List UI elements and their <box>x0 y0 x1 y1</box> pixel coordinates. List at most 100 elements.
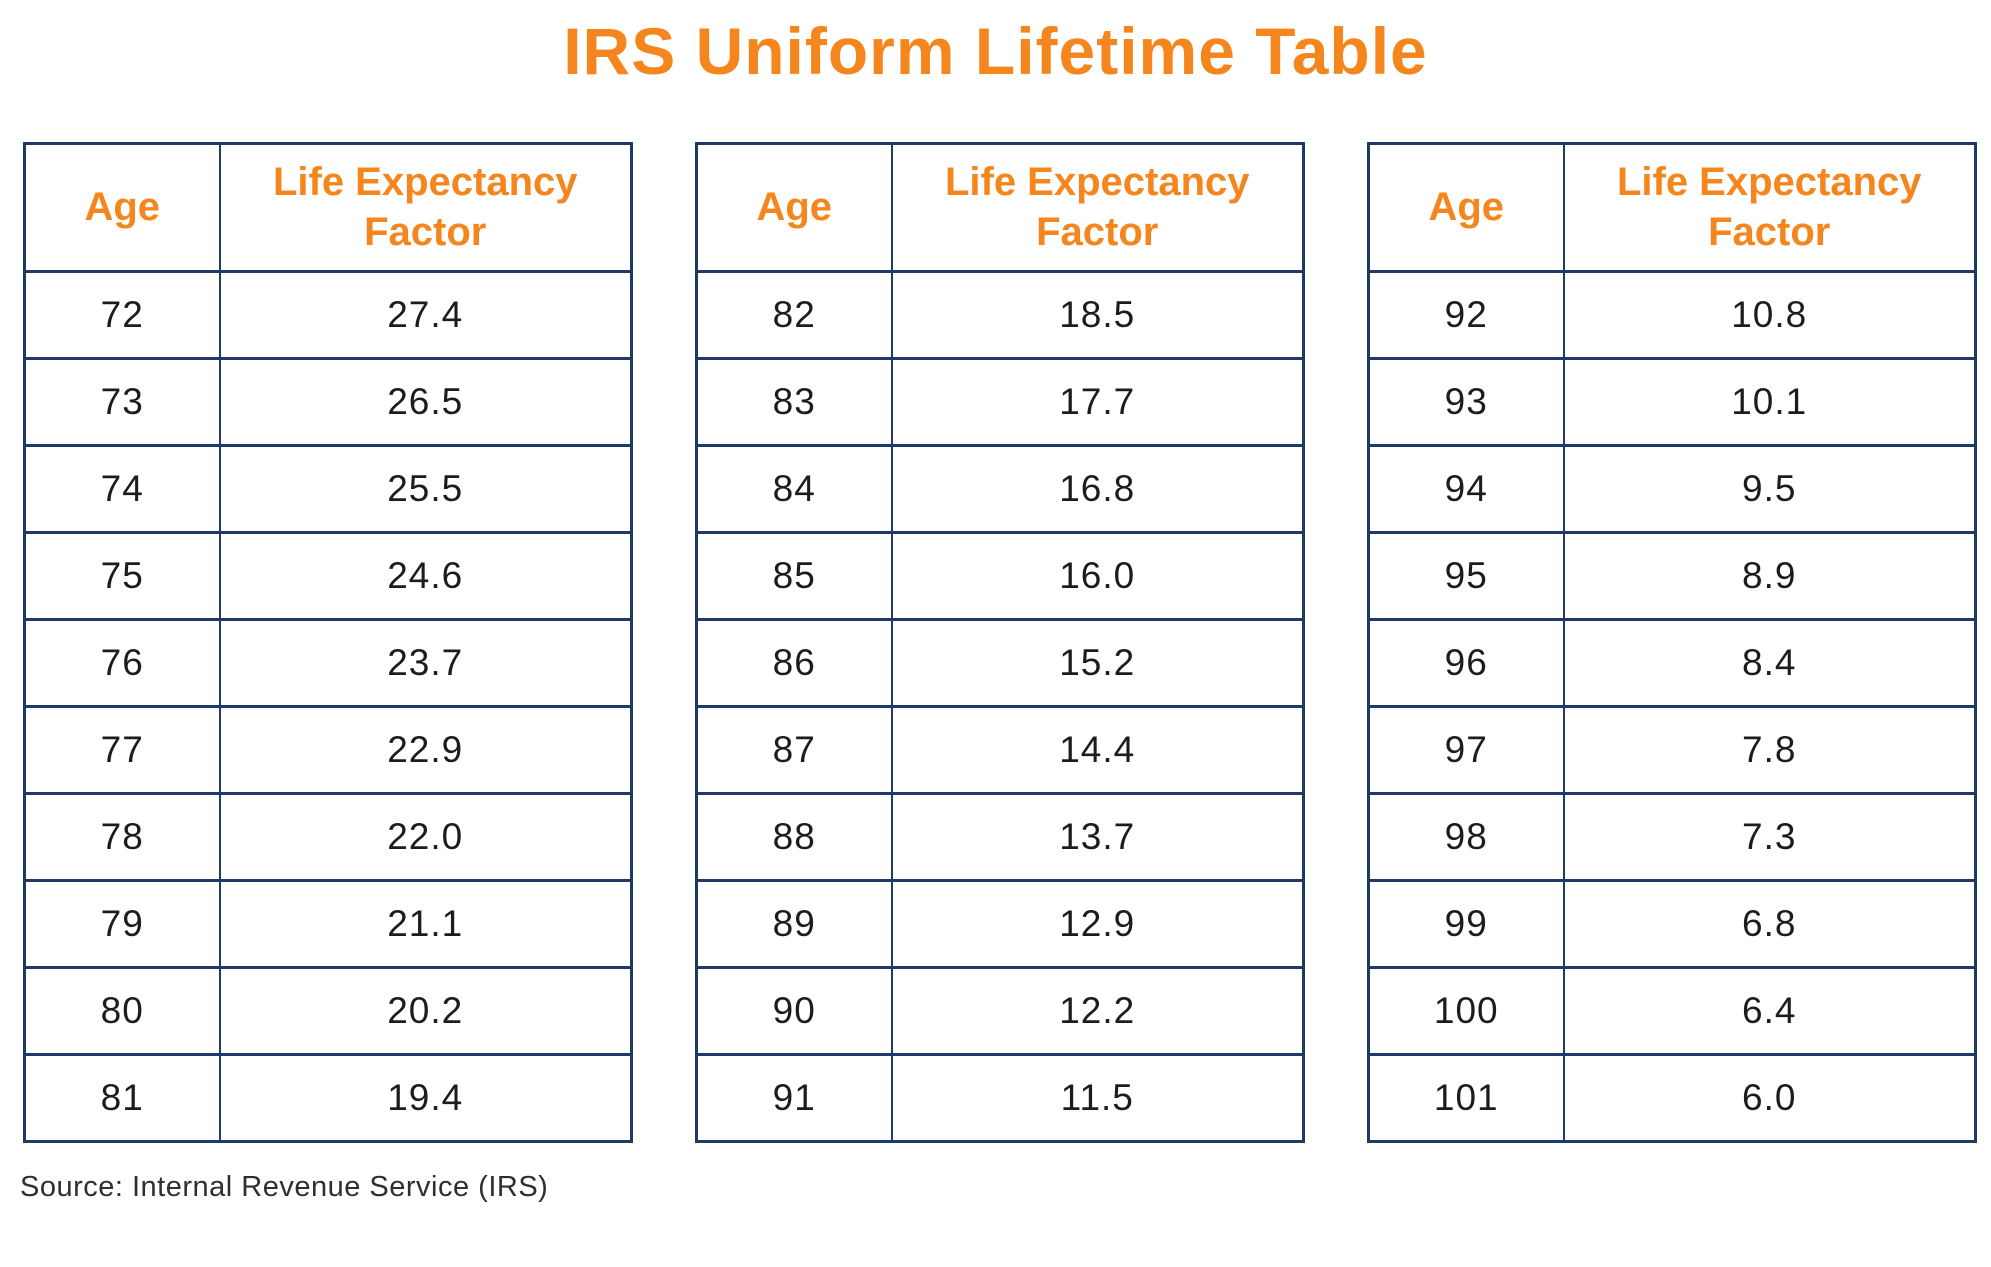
table-row: 95 8.9 <box>1367 530 1977 621</box>
factor-cell: 6.8 <box>1562 878 1977 969</box>
age-cell: 80 <box>23 965 221 1056</box>
factor-cell: 6.0 <box>1562 1052 1977 1143</box>
table-row: 93 10.1 <box>1367 356 1977 447</box>
age-cell: 101 <box>1367 1052 1565 1143</box>
age-column-header: Age <box>23 141 221 273</box>
factor-cell: 21.1 <box>218 878 633 969</box>
age-cell: 91 <box>695 1052 893 1143</box>
table-row: 86 15.2 <box>695 617 1305 708</box>
age-cell: 81 <box>23 1052 221 1143</box>
age-cell: 95 <box>1367 530 1565 621</box>
age-column-header: Age <box>1367 141 1565 273</box>
age-cell: 97 <box>1367 704 1565 795</box>
table-row: 73 26.5 <box>23 356 633 447</box>
factor-cell: 7.3 <box>1562 791 1977 882</box>
table-row: 97 7.8 <box>1367 704 1977 795</box>
age-cell: 86 <box>695 617 893 708</box>
table-row: 91 11.5 <box>695 1052 1305 1143</box>
factor-cell: 8.4 <box>1562 617 1977 708</box>
page-title: IRS Uniform Lifetime Table <box>563 14 1428 88</box>
factor-cell: 18.5 <box>890 269 1305 360</box>
factor-cell: 7.8 <box>1562 704 1977 795</box>
table-row: 81 19.4 <box>23 1052 633 1143</box>
table-row: 90 12.2 <box>695 965 1305 1056</box>
factor-cell: 15.2 <box>890 617 1305 708</box>
factor-cell: 25.5 <box>218 443 633 534</box>
factor-cell: 17.7 <box>890 356 1305 447</box>
table-row: 99 6.8 <box>1367 878 1977 969</box>
table-row: 79 21.1 <box>23 878 633 969</box>
table-row: 82 18.5 <box>695 269 1305 360</box>
header-row: Age Life Expectancy Factor <box>695 141 1305 273</box>
age-cell: 83 <box>695 356 893 447</box>
table-row: 72 27.4 <box>23 269 633 360</box>
table-row: 85 16.0 <box>695 530 1305 621</box>
factor-cell: 13.7 <box>890 791 1305 882</box>
age-cell: 79 <box>23 878 221 969</box>
age-cell: 72 <box>23 269 221 360</box>
age-cell: 77 <box>23 704 221 795</box>
factor-cell: 8.9 <box>1562 530 1977 621</box>
age-cell: 100 <box>1367 965 1565 1056</box>
age-cell: 93 <box>1367 356 1565 447</box>
age-cell: 78 <box>23 791 221 882</box>
header-row: Age Life Expectancy Factor <box>1367 141 1977 273</box>
header-row: Age Life Expectancy Factor <box>23 141 633 273</box>
table-row: 94 9.5 <box>1367 443 1977 534</box>
age-cell: 96 <box>1367 617 1565 708</box>
table-row: 89 12.9 <box>695 878 1305 969</box>
table-row: 92 10.8 <box>1367 269 1977 360</box>
factor-cell: 26.5 <box>218 356 633 447</box>
source-note: Source: Internal Revenue Service (IRS) <box>20 1170 549 1203</box>
age-cell: 99 <box>1367 878 1565 969</box>
table-row: 83 17.7 <box>695 356 1305 447</box>
factor-cell: 10.1 <box>1562 356 1977 447</box>
table-row: 88 13.7 <box>695 791 1305 882</box>
table-row: 98 7.3 <box>1367 791 1977 882</box>
age-cell: 89 <box>695 878 893 969</box>
factor-cell: 23.7 <box>218 617 633 708</box>
table-row: 84 16.8 <box>695 443 1305 534</box>
factor-cell: 24.6 <box>218 530 633 621</box>
lifetime-table-1: Age Life Expectancy Factor 72 27.4 73 26.5 74 2… <box>23 141 633 1143</box>
table-row: 75 24.6 <box>23 530 633 621</box>
age-cell: 76 <box>23 617 221 708</box>
table-row: 78 22.0 <box>23 791 633 882</box>
age-column-header: Age <box>695 141 893 273</box>
factor-cell: 20.2 <box>218 965 633 1056</box>
age-cell: 92 <box>1367 269 1565 360</box>
table-row: 96 8.4 <box>1367 617 1977 708</box>
factor-cell: 11.5 <box>890 1052 1305 1143</box>
factor-cell: 16.8 <box>890 443 1305 534</box>
factor-cell: 22.0 <box>218 791 633 882</box>
age-cell: 74 <box>23 443 221 534</box>
lifetime-table-3: Age Life Expectancy Factor 92 10.8 93 10.1 94 9… <box>1367 141 1977 1143</box>
age-cell: 82 <box>695 269 893 360</box>
lifetime-table-2: Age Life Expectancy Factor 82 18.5 83 17.7 84 1… <box>695 141 1305 1143</box>
factor-cell: 14.4 <box>890 704 1305 795</box>
factor-cell: 10.8 <box>1562 269 1977 360</box>
age-cell: 88 <box>695 791 893 882</box>
table-row: 77 22.9 <box>23 704 633 795</box>
table-row: 87 14.4 <box>695 704 1305 795</box>
factor-cell: 12.9 <box>890 878 1305 969</box>
factor-cell: 9.5 <box>1562 443 1977 534</box>
factor-cell: 12.2 <box>890 965 1305 1056</box>
age-cell: 84 <box>695 443 893 534</box>
table-row: 101 6.0 <box>1367 1052 1977 1143</box>
age-cell: 85 <box>695 530 893 621</box>
factor-cell: 6.4 <box>1562 965 1977 1056</box>
life-expectancy-factor-column-header: Life Expectancy Factor <box>1562 141 1977 273</box>
factor-cell: 19.4 <box>218 1052 633 1143</box>
table-row: 74 25.5 <box>23 443 633 534</box>
age-cell: 90 <box>695 965 893 1056</box>
age-cell: 87 <box>695 704 893 795</box>
tables-row: Age Life Expectancy Factor 72 27.4 73 26.5 74 2… <box>23 141 1986 1143</box>
age-cell: 73 <box>23 356 221 447</box>
factor-cell: 27.4 <box>218 269 633 360</box>
factor-cell: 22.9 <box>218 704 633 795</box>
table-row: 76 23.7 <box>23 617 633 708</box>
factor-cell: 16.0 <box>890 530 1305 621</box>
life-expectancy-factor-column-header: Life Expectancy Factor <box>890 141 1305 273</box>
